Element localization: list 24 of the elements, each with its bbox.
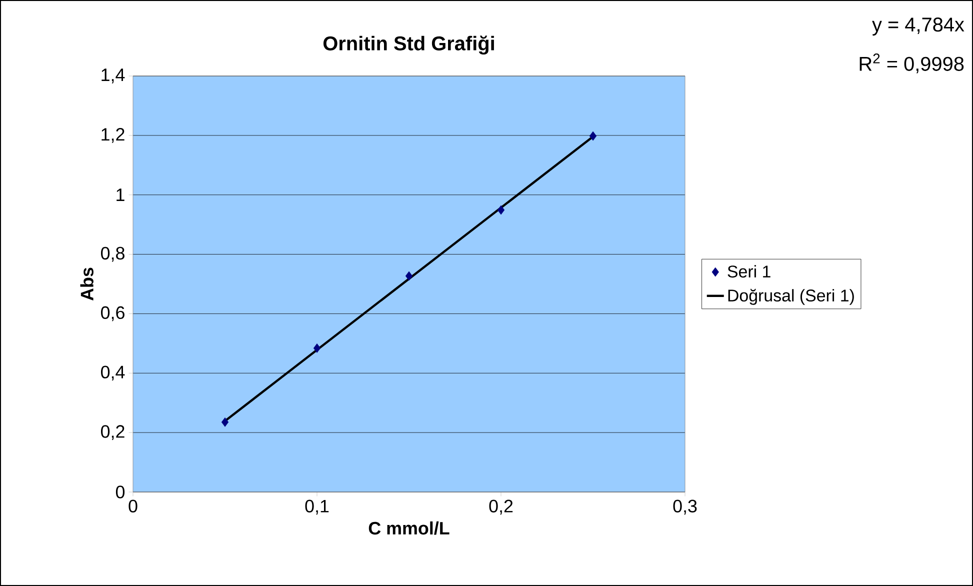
point: [221, 417, 229, 427]
point: [497, 205, 505, 215]
chart-title: Ornitin Std Grafiği: [323, 36, 494, 54]
x-tick-label: 0,3: [673, 500, 697, 515]
x-axis-title: C mmol/L: [368, 521, 450, 535]
y-tick-label: 1: [116, 188, 124, 202]
point: [405, 271, 413, 281]
point: [313, 343, 321, 353]
text: R$^{2}$ = 0,9998: [860, 54, 964, 74]
y-tick-label: 1,2: [102, 128, 124, 143]
y-tick-label: 1,4: [102, 68, 125, 84]
y-tick-label: 0,6: [101, 306, 124, 322]
y-tick-label: 0,2: [101, 425, 124, 440]
y-tick-label: 0,8: [101, 246, 124, 262]
x-tick-label: 0: [128, 500, 138, 512]
y-axis-title: Abs: [80, 268, 94, 300]
legend-label: Seri 1: [728, 265, 770, 278]
x-tick-label: 0,2: [489, 500, 513, 515]
legend-label: Doğrusal (Seri 1): [728, 288, 854, 305]
y-tick-label: 0,4: [101, 366, 125, 381]
text: y = 4,784x: [872, 18, 964, 36]
point: [589, 131, 597, 141]
x-tick-label: 0,1: [305, 500, 329, 515]
y-tick-label: 0: [116, 486, 125, 498]
